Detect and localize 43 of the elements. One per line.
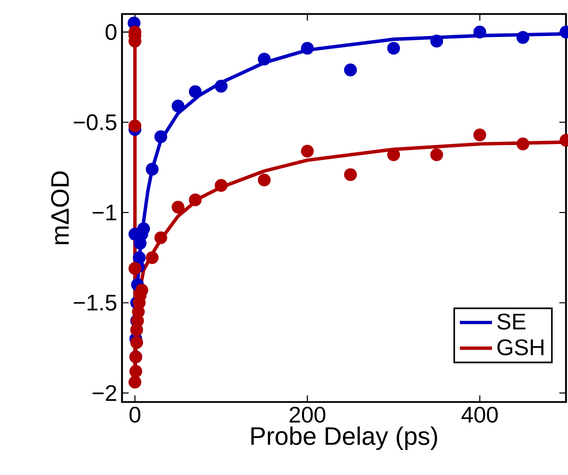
point [188,193,202,206]
point [214,80,228,93]
point [430,34,444,48]
point [154,231,168,244]
point [473,128,486,142]
x-axis-title: Probe Delay (ps) [251,426,438,450]
point [430,148,444,162]
point [188,85,202,98]
point [172,100,184,112]
point [128,119,142,132]
point [387,42,400,55]
point [258,52,271,66]
point [135,284,148,297]
point [130,336,144,349]
point [129,364,142,378]
point [344,64,357,76]
y-tick-label: −0.5 [74,114,116,130]
point [258,174,271,186]
point [146,162,159,176]
point [128,262,142,275]
point [146,251,159,264]
point [300,144,314,158]
x-tick-label: 200 [290,406,326,423]
legend-label: GSH [497,339,544,356]
point [516,31,530,44]
point [154,130,168,144]
y-tick-label: −1.5 [74,294,116,311]
x-tick-label: 0 [130,406,140,423]
point [172,200,184,214]
y-axis-title: mΔOD [51,171,69,244]
point [473,26,486,38]
point [214,179,228,192]
point [300,42,314,55]
x-tick-label: 400 [461,406,498,423]
y-tick-label: 0 [106,24,116,40]
point [344,168,357,182]
point [516,138,530,150]
point [137,222,150,236]
point [128,376,142,389]
y-tick-label: −1 [92,204,116,220]
point [132,251,146,264]
legend-label: SE [497,314,526,330]
y-tick-label: −2 [92,385,116,401]
